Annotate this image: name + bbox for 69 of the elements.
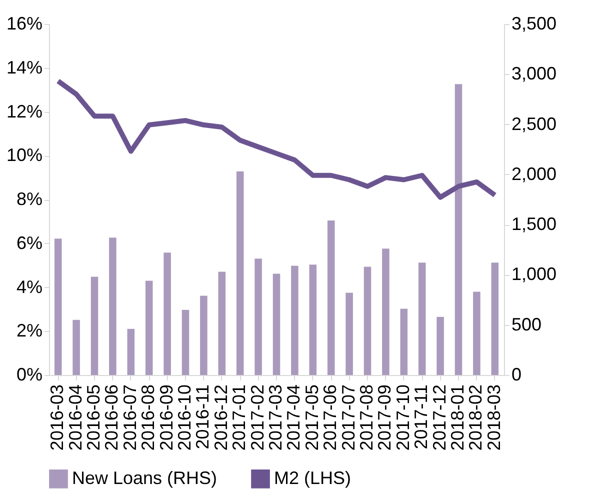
x-tick-label: 2017-06: [320, 384, 340, 451]
y-tick-label: 14%: [6, 57, 42, 78]
bar: [291, 266, 298, 375]
x-tick-label: 2017-10: [392, 384, 413, 451]
x-tick-label: 2016-10: [174, 384, 194, 451]
bar: [182, 310, 190, 375]
x-tick-label: 2017-12: [429, 384, 450, 451]
bar: [400, 308, 408, 375]
x-tick-label: 2017-01: [229, 384, 250, 451]
x-tick-label: 2016-07: [120, 384, 140, 451]
bar: [436, 316, 444, 375]
x-tick-label: 2017-02: [247, 384, 268, 451]
x-tick-label: 2016-06: [102, 384, 122, 451]
x-tick-label: 2016-04: [65, 384, 86, 451]
x-tick-label: 2017-09: [374, 384, 395, 451]
y-tick-label: 0%: [16, 364, 42, 384]
bar: [327, 220, 335, 375]
y2-tick-label: 1,000: [512, 264, 557, 284]
bar: [254, 258, 262, 375]
legend-label: New Loans (RHS): [72, 468, 218, 488]
bar: [236, 171, 244, 375]
bar: [90, 276, 98, 375]
y2-tick-label: 1,500: [512, 214, 557, 234]
bar: [272, 274, 280, 375]
y-tick-label: 10%: [6, 145, 42, 166]
x-tick-label: 2017-07: [338, 384, 358, 451]
bar: [454, 84, 462, 375]
x-tick-label: 2017-03: [266, 384, 286, 451]
x-tick-label: 2016-09: [156, 384, 176, 451]
legend-label: M2 (LHS): [274, 468, 352, 488]
x-tick-label: 2018-01: [448, 384, 468, 451]
y-tick-label: 4%: [16, 276, 42, 297]
bar: [218, 272, 226, 375]
bar: [491, 262, 499, 375]
x-tick-label: 2017-04: [284, 384, 304, 451]
y2-tick-label: 2,000: [512, 164, 557, 184]
bar: [72, 320, 80, 375]
x-tick-label: 2016-05: [84, 384, 104, 451]
y-tick-label: 12%: [6, 101, 42, 122]
x-tick-label: 2017-11: [411, 384, 432, 450]
x-tick-label: 2017-08: [356, 384, 376, 451]
x-tick-label: 2018-03: [484, 384, 504, 451]
y-tick-label: 16%: [6, 14, 42, 34]
bar: [346, 292, 353, 375]
bar: [109, 238, 116, 375]
y2-tick-label: 500: [512, 314, 542, 334]
y2-tick-label: 3,000: [512, 64, 557, 84]
x-tick-label: 2016-03: [47, 384, 68, 451]
x-tick-label: 2018-02: [466, 384, 486, 451]
bar: [309, 264, 317, 375]
x-tick-label: 2017-05: [302, 384, 322, 451]
y-tick-label: 2%: [16, 320, 42, 341]
x-tick-label: 2016-11: [192, 384, 213, 450]
bar: [382, 248, 390, 375]
bar: [145, 280, 153, 375]
bar: [200, 296, 208, 375]
y2-tick-label: 3,500: [512, 14, 557, 34]
y2-tick-label: 0: [512, 364, 522, 384]
bar: [164, 252, 171, 375]
x-tick-label: 2016-12: [210, 384, 231, 451]
bar: [418, 262, 426, 375]
x-tick-label: 2016-08: [138, 384, 158, 451]
bar: [364, 266, 372, 375]
y2-tick-label: 2,500: [512, 114, 557, 134]
y-tick-label: 6%: [16, 232, 42, 253]
bar: [54, 238, 62, 375]
y-tick-label: 8%: [16, 189, 42, 209]
bar: [473, 292, 480, 375]
bar: [127, 328, 135, 375]
